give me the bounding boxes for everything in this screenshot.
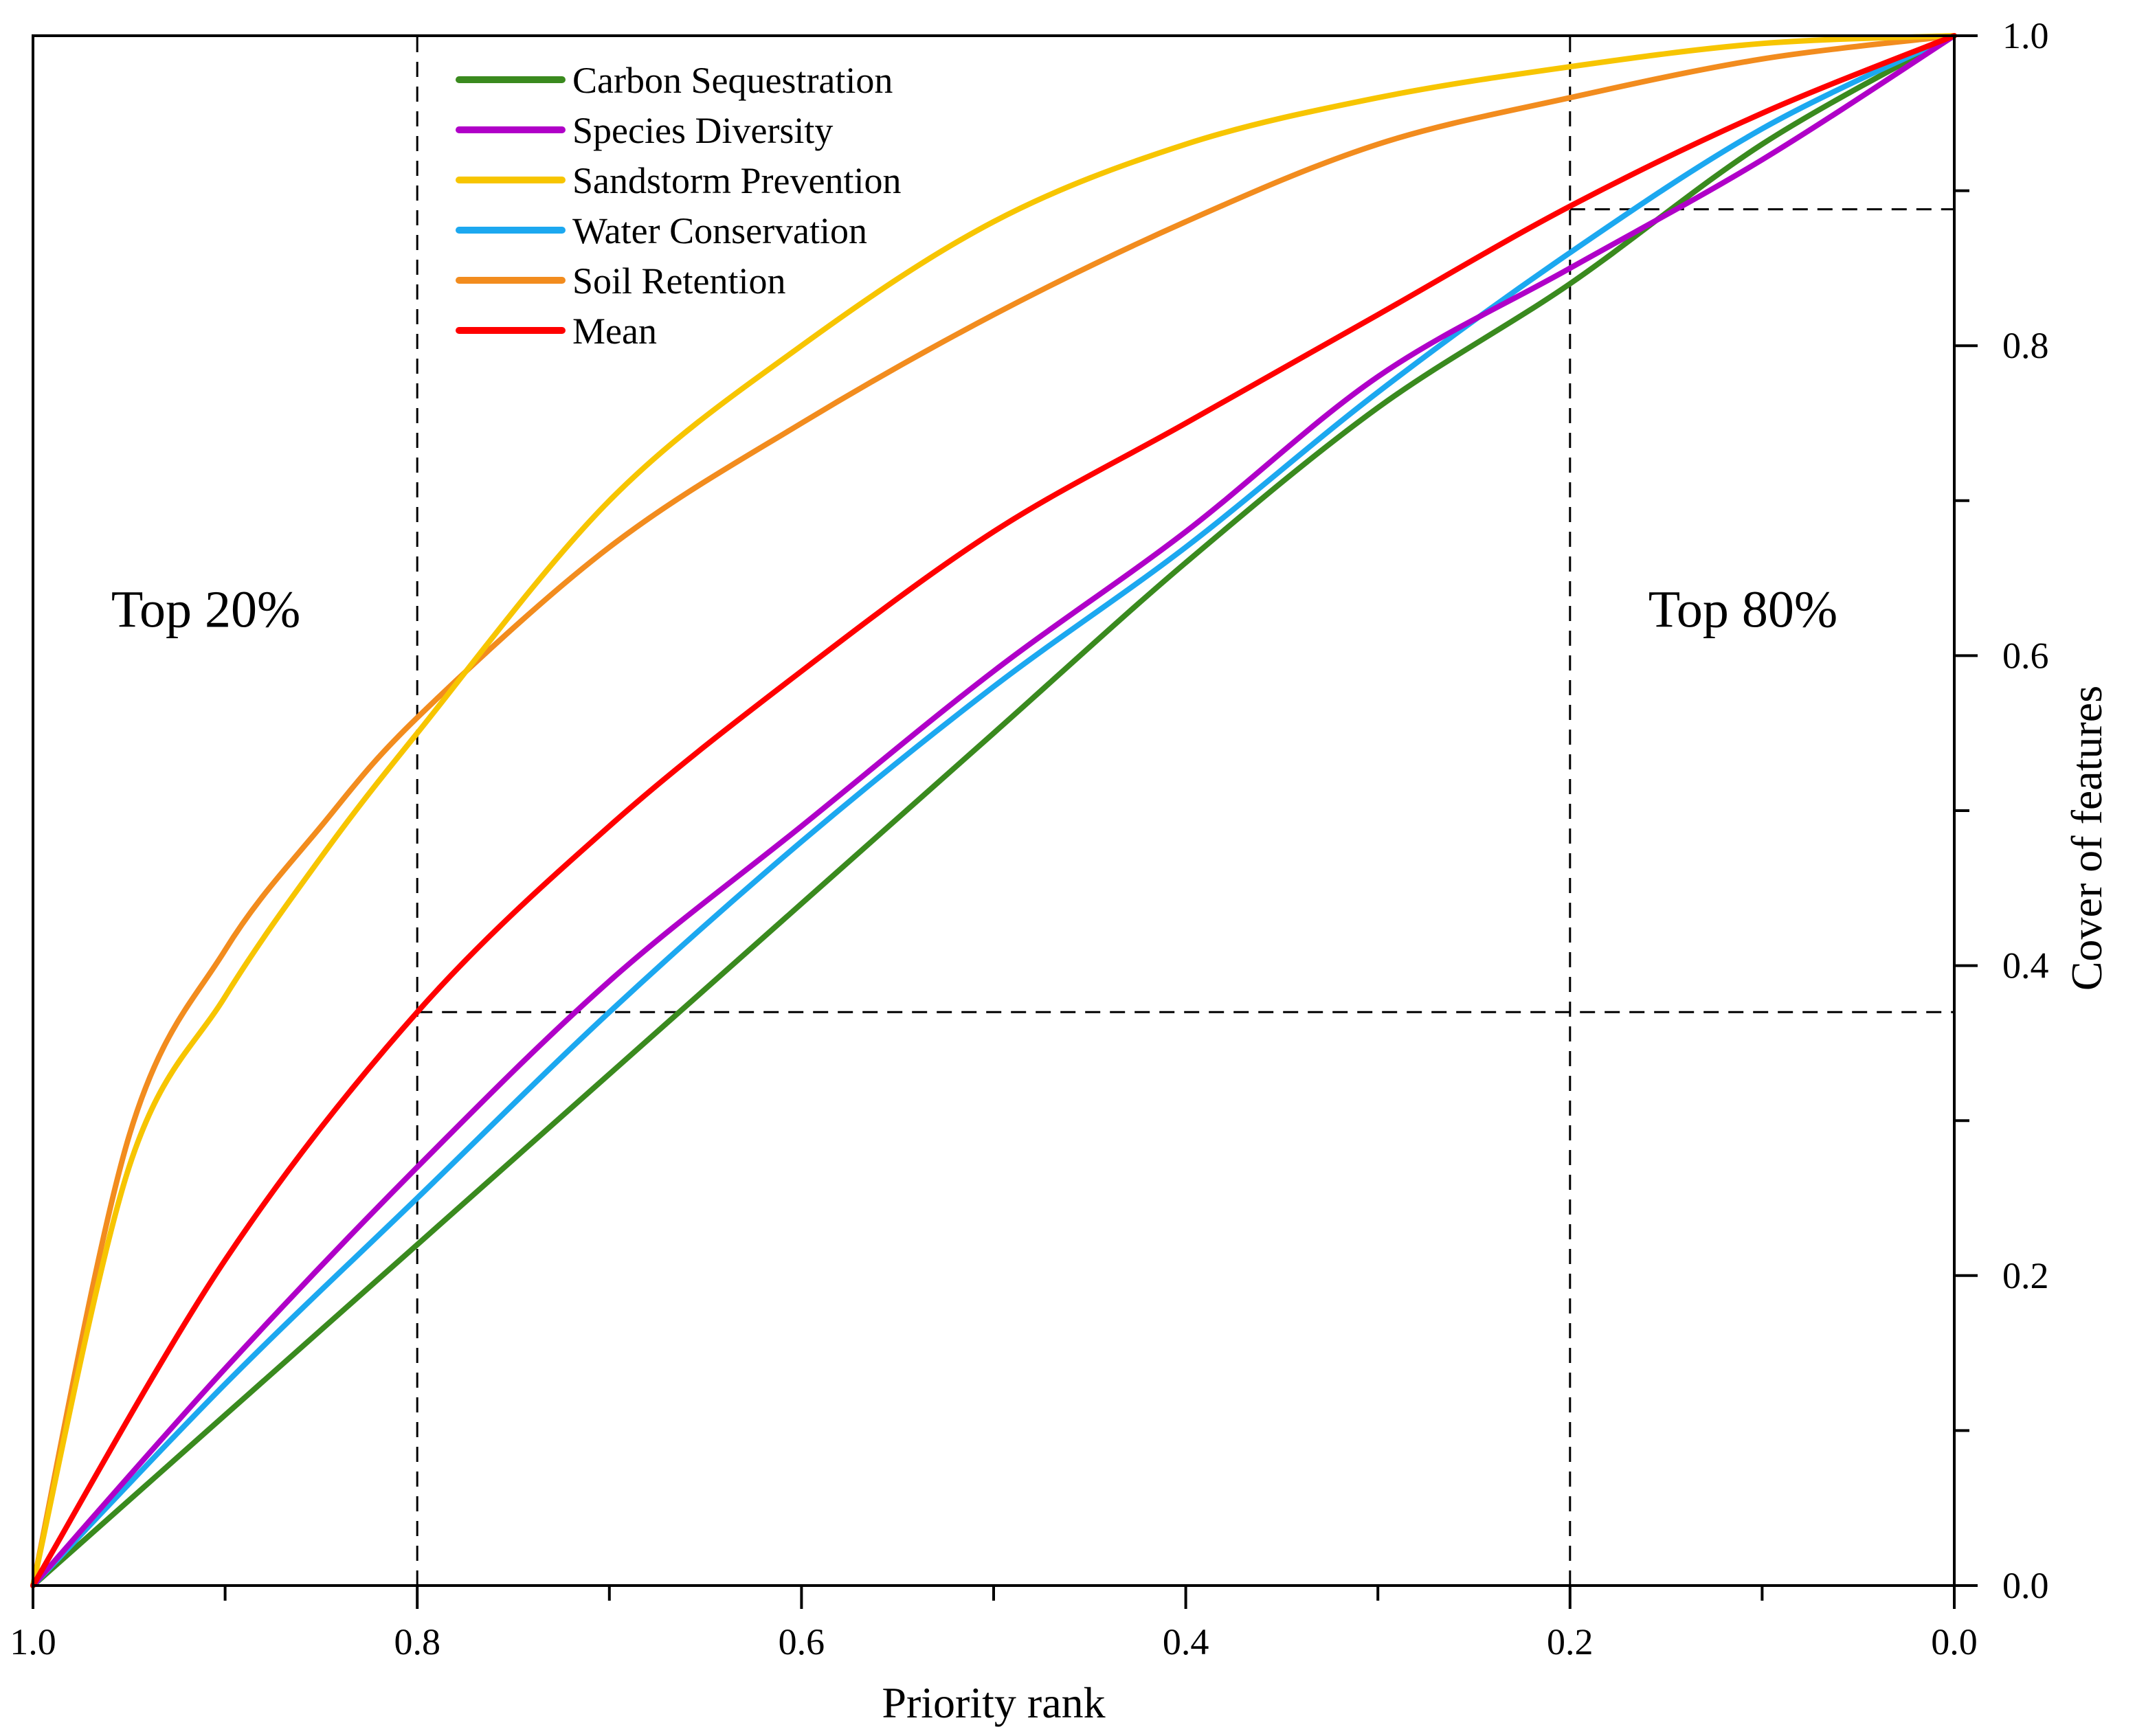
series-lines <box>30 33 1957 1588</box>
y-tick-label: 0.6 <box>2002 635 2049 676</box>
legend-label: Sandstorm Prevention <box>572 160 901 201</box>
series-line-sandstorm-prevention <box>30 33 1957 1588</box>
legend-label: Soil Retention <box>572 260 786 302</box>
plot-frame <box>32 34 1956 1587</box>
y-tick-label: 0.4 <box>2002 945 2049 987</box>
y-tick-label: 1.0 <box>2002 15 2049 56</box>
x-tick-label: 1.0 <box>10 1621 56 1662</box>
x-tick-label: 0.2 <box>1547 1621 1594 1662</box>
legend-label: Mean <box>572 311 657 352</box>
x-axis-label: Priority rank <box>882 1678 1105 1727</box>
series-line-soil-retention <box>30 33 1957 1588</box>
y-tick-label: 0.2 <box>2002 1255 2049 1296</box>
annotation-label: Top 20% <box>111 581 300 639</box>
legend: Carbon Sequestration Species Diversity San… <box>456 60 901 352</box>
legend-label: Carbon Sequestration <box>572 60 893 101</box>
annotations: Top 20% Top 80% <box>111 581 1837 639</box>
annotation-label: Top 80% <box>1648 581 1837 639</box>
series-line-carbon-sequestration <box>30 33 1957 1588</box>
series-line-mean <box>30 33 1957 1588</box>
x-tick-label: 0.4 <box>1163 1621 1209 1662</box>
legend-label: Species Diversity <box>572 110 833 151</box>
y-tick-label: 0.8 <box>2002 325 2049 366</box>
y-tick-label: 0.0 <box>2002 1565 2049 1606</box>
x-tick-label: 0.0 <box>1931 1621 1978 1662</box>
legend-label: Water Conservation <box>572 210 867 251</box>
x-tick-label: 0.8 <box>394 1621 440 1662</box>
x-tick-label: 0.6 <box>779 1621 825 1662</box>
y-axis-label: Cover of features <box>2062 686 2111 991</box>
axes: 1.0 0.8 0.6 0.4 0.2 0.0 0.0 0.2 0.4 0.6 0.8 1.0 Prio… <box>10 15 2111 1727</box>
series-line-water-conservation <box>30 33 1957 1588</box>
series-line-species-diversity <box>30 33 1957 1588</box>
